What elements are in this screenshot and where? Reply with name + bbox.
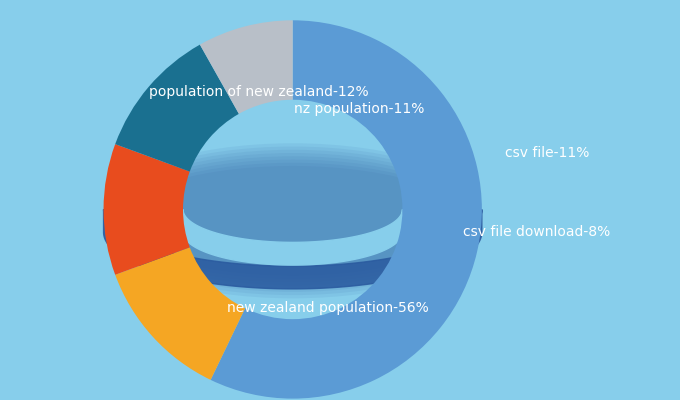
Text: csv file download-8%: csv file download-8% [463,225,610,239]
Ellipse shape [103,163,482,295]
Polygon shape [103,210,482,289]
Polygon shape [183,210,403,265]
Wedge shape [211,20,482,399]
Ellipse shape [103,150,482,282]
Wedge shape [103,144,190,275]
Ellipse shape [103,153,482,285]
Text: population of new zealand-12%: population of new zealand-12% [149,85,369,99]
Wedge shape [200,20,292,114]
Ellipse shape [103,146,482,279]
Ellipse shape [103,160,482,292]
Text: csv file-11%: csv file-11% [505,146,589,160]
Wedge shape [115,247,245,380]
Wedge shape [115,45,239,172]
Text: nz population-11%: nz population-11% [294,102,424,116]
Ellipse shape [103,143,482,276]
Ellipse shape [103,166,482,298]
Ellipse shape [103,156,482,289]
Text: new zealand population-56%: new zealand population-56% [226,301,428,315]
